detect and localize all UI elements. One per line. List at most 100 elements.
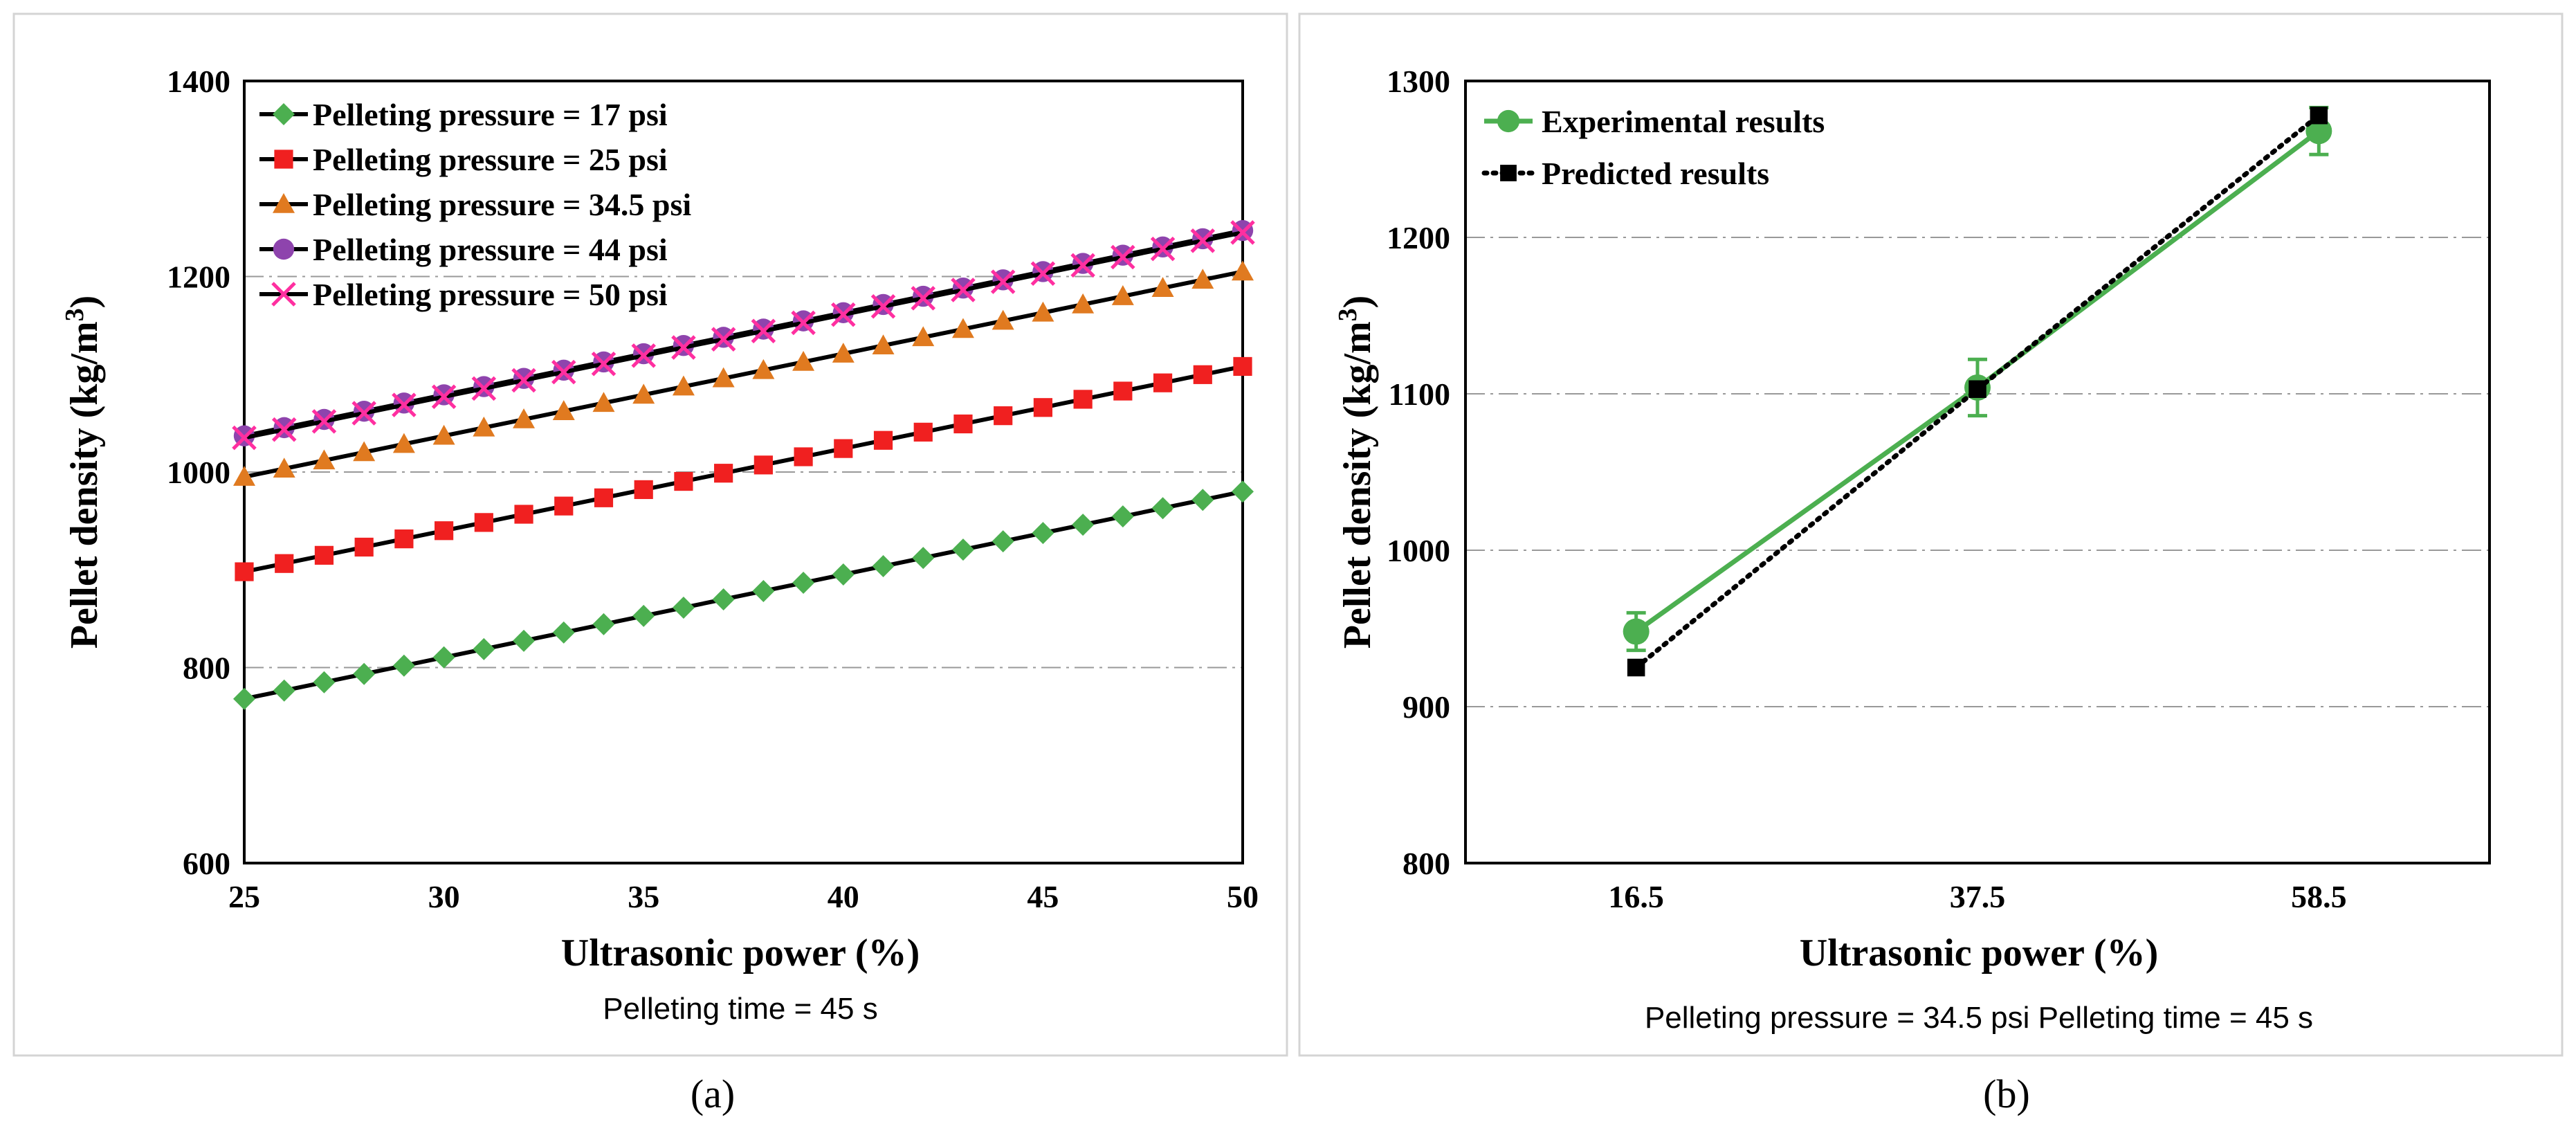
- series-5: [232, 220, 1255, 451]
- data-point: [354, 537, 374, 557]
- data-point: [1030, 261, 1056, 287]
- data-point: [912, 326, 935, 347]
- data-point: [872, 555, 895, 578]
- legend-item: Pelleting pressure = 17 psi: [259, 97, 668, 132]
- data-point: [432, 424, 455, 445]
- panel-a-frame: [12, 12, 1288, 1057]
- data-point: [232, 425, 257, 451]
- x-tick-label: 40: [828, 879, 859, 914]
- data-point-stroke: [392, 392, 417, 417]
- data-point: [392, 433, 415, 453]
- data-point: [632, 383, 655, 404]
- legend-marker: [1497, 109, 1520, 133]
- legend-marker: [273, 103, 295, 125]
- data-point: [1111, 244, 1135, 270]
- data-point: [674, 471, 693, 491]
- x-tick-label: 16.5: [1608, 879, 1664, 914]
- data-point: [271, 417, 297, 442]
- data-point: [672, 596, 695, 619]
- data-point-stroke: [431, 384, 457, 410]
- data-point: [592, 613, 615, 635]
- data-point: [1232, 260, 1254, 281]
- legend-item: Pelleting pressure = 34.5 psi: [259, 187, 691, 222]
- data-point: [992, 530, 1014, 553]
- legend-label: Pelleting pressure = 50 psi: [313, 277, 668, 312]
- data-point: [992, 309, 1014, 330]
- data-point: [792, 572, 815, 595]
- data-point: [994, 406, 1013, 426]
- data-point: [1191, 489, 1214, 511]
- legend-label: Predicted results: [1542, 156, 1769, 191]
- data-point-stroke: [471, 376, 497, 401]
- data-point: [1150, 236, 1176, 262]
- x-tick-label: 45: [1027, 879, 1059, 914]
- data-point-stroke: [791, 310, 816, 336]
- legend-marker-stroke: [271, 282, 296, 307]
- data-point: [911, 286, 936, 311]
- data-point: [474, 513, 493, 532]
- chart-a-y-ticks: 600 800 1000 1200 1400: [167, 64, 230, 881]
- chart-b-gridlines: [1465, 237, 2490, 707]
- chart-a-note: Pelleting time = 45 s: [603, 992, 877, 1026]
- data-point: [912, 547, 935, 570]
- data-point: [1193, 365, 1212, 384]
- chart-a-x-ticks: 25 30 35 40 45 50: [228, 879, 1259, 914]
- data-point: [1113, 381, 1133, 401]
- data-point: [353, 662, 376, 685]
- data-point: [753, 455, 773, 475]
- data-point: [554, 496, 574, 516]
- data-point: [2305, 118, 2332, 145]
- x-tick-label: 30: [428, 879, 460, 914]
- data-point: [592, 392, 615, 413]
- data-point: [1232, 480, 1254, 503]
- data-point: [951, 318, 974, 338]
- data-point: [631, 343, 656, 368]
- y-tick-label: 1300: [1387, 64, 1450, 99]
- chart-a-y-axis-title: Pellet density (kg/m3): [60, 296, 106, 649]
- chart-b-note: Pelleting pressure = 34.5 psi Pelleting …: [1645, 1001, 2313, 1035]
- data-point: [1032, 522, 1054, 545]
- data-point-stroke: [351, 401, 376, 426]
- data-point: [313, 449, 336, 470]
- data-point-stroke: [271, 417, 297, 442]
- y-tick-label: 1000: [167, 455, 230, 490]
- data-point-stroke: [1030, 261, 1056, 287]
- data-point: [394, 529, 414, 549]
- data-point: [473, 637, 495, 660]
- series-2: [235, 356, 1252, 581]
- data-point: [953, 414, 973, 434]
- data-point-stroke: [671, 335, 696, 360]
- data-point-stroke: [951, 278, 976, 302]
- data-point: [233, 687, 255, 710]
- data-point: [951, 278, 976, 302]
- y-tick-label: 800: [1403, 846, 1450, 881]
- data-point: [1072, 514, 1095, 536]
- data-point: [1190, 228, 1216, 253]
- chart-b-series: [1623, 105, 2332, 677]
- data-point-stroke: [751, 318, 776, 344]
- data-point-stroke: [1230, 220, 1255, 245]
- data-point-stroke: [631, 343, 656, 368]
- data-point: [1151, 497, 1174, 520]
- data-point: [392, 392, 417, 417]
- data-point: [751, 318, 776, 344]
- y-tick-label: 1000: [1387, 533, 1450, 568]
- data-point: [273, 679, 295, 702]
- legend-label: Pelleting pressure = 25 psi: [313, 142, 668, 177]
- data-point-stroke: [911, 286, 936, 311]
- data-point: [832, 563, 855, 586]
- chart-b-x-ticks: 16.5 37.5 58.5: [1608, 879, 2346, 914]
- panel-a-label: (a): [691, 1071, 735, 1116]
- y-tick-label: 1400: [167, 64, 230, 99]
- data-point: [551, 359, 576, 385]
- chart-b: 800 900 1000 1100 1200 1300 16.5 37.5 58.5 Expe…: [1333, 64, 2491, 1116]
- legend-label: Pelleting pressure = 34.5 psi: [313, 187, 691, 222]
- data-point-stroke: [711, 327, 736, 352]
- data-point: [832, 343, 855, 363]
- legend-label: Pelleting pressure = 44 psi: [313, 232, 668, 267]
- data-point: [1627, 658, 1645, 677]
- x-tick-label: 25: [228, 879, 260, 914]
- legend-item: Pelleting pressure = 25 psi: [259, 142, 668, 177]
- chart-b-y-ticks: 800 900 1000 1100 1200 1300: [1387, 64, 1450, 881]
